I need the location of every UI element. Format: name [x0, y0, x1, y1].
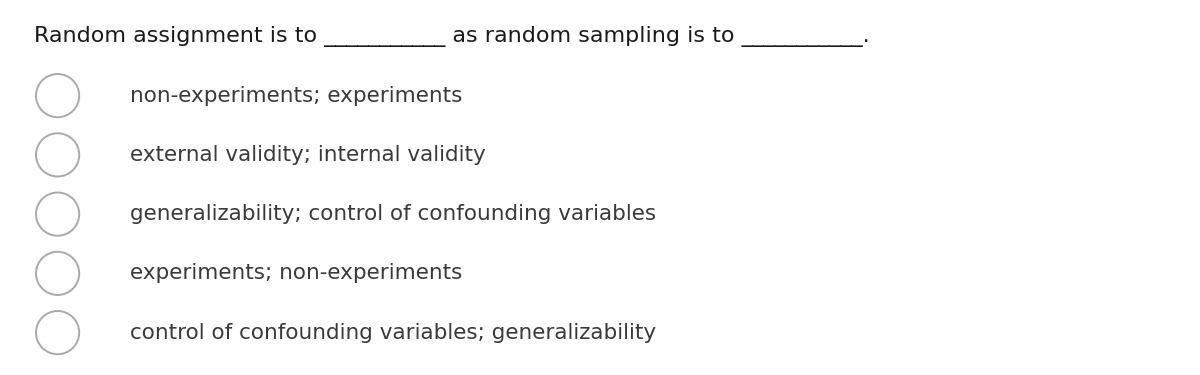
Text: generalizability; control of confounding variables: generalizability; control of confounding…: [130, 204, 655, 224]
Ellipse shape: [36, 311, 79, 354]
Text: non-experiments; experiments: non-experiments; experiments: [130, 86, 462, 106]
Text: external validity; internal validity: external validity; internal validity: [130, 145, 485, 165]
Ellipse shape: [36, 133, 79, 177]
Text: Random assignment is to ___________ as random sampling is to ___________.: Random assignment is to ___________ as r…: [34, 26, 869, 47]
Ellipse shape: [36, 74, 79, 117]
Ellipse shape: [36, 192, 79, 236]
Ellipse shape: [36, 252, 79, 295]
Text: experiments; non-experiments: experiments; non-experiments: [130, 263, 462, 284]
Text: control of confounding variables; generalizability: control of confounding variables; genera…: [130, 322, 655, 343]
